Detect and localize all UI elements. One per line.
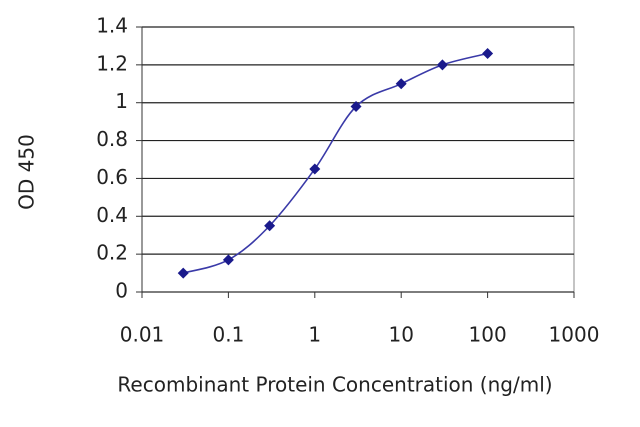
y-tick-label: 0.8: [96, 127, 128, 151]
y-tick-label: 0.6: [96, 165, 128, 189]
x-axis-label: Recombinant Protein Concentration (ng/ml…: [117, 373, 552, 397]
plot-area: [141, 26, 575, 293]
y-tick-label: 0.2: [96, 241, 128, 265]
data-point: [350, 101, 362, 112]
x-tick-label: 1000: [549, 323, 600, 347]
data-point: [482, 48, 494, 59]
data-point: [177, 267, 189, 279]
y-tick-label: 1: [115, 89, 128, 113]
data-line: [182, 52, 488, 274]
y-tick-label: 1.4: [96, 14, 128, 38]
y-tick-label: 0: [115, 279, 128, 303]
x-tick-label: 0.1: [212, 323, 244, 347]
x-tick-label: 0.01: [120, 323, 165, 347]
data-point: [436, 59, 448, 71]
y-tick-label: 1.2: [96, 51, 128, 75]
x-tick-label: 10: [388, 323, 413, 347]
y-tick-label: 0.4: [96, 203, 128, 227]
data-point: [264, 220, 276, 232]
data-point: [395, 78, 407, 90]
y-axis-label: OD 450: [15, 134, 39, 210]
data-point: [222, 254, 234, 266]
x-tick-label: 100: [469, 323, 507, 347]
x-tick-label: 1: [308, 323, 321, 347]
data-point: [309, 163, 321, 175]
